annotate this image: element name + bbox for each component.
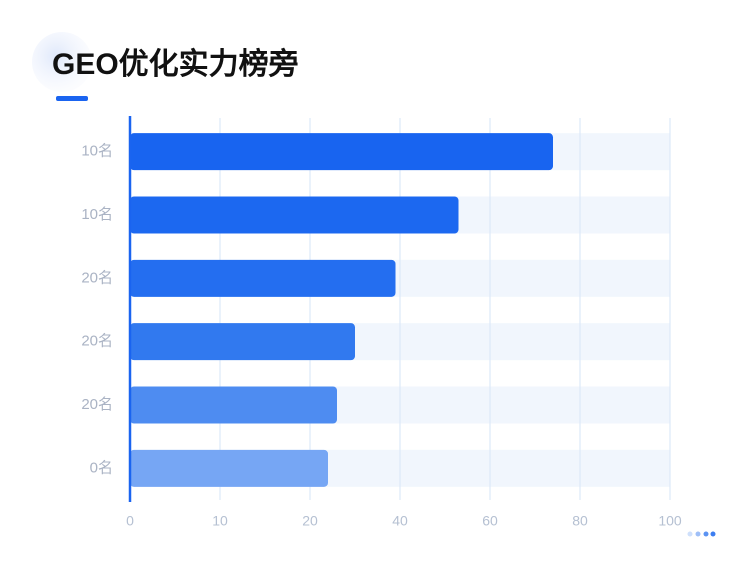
- y-tick-label: 20名: [81, 396, 113, 413]
- chart-title: GEO优化实力榜旁: [52, 47, 299, 81]
- y-tick-label: 20名: [81, 333, 113, 350]
- decor-dot: [695, 531, 701, 537]
- y-tick-label: 0名: [90, 459, 113, 476]
- x-tick-label: 40: [392, 513, 408, 529]
- bar: [130, 196, 459, 234]
- decor-dot: [703, 531, 709, 537]
- y-tick-label: 20名: [81, 269, 113, 286]
- decor-dot: [710, 531, 716, 537]
- bar: [130, 323, 355, 361]
- bar: [130, 259, 396, 297]
- decor-circle: [32, 32, 92, 92]
- x-tick-label: 100: [658, 513, 682, 529]
- bar: [130, 133, 553, 171]
- x-tick-label: 10: [212, 513, 228, 529]
- x-tick-label: 60: [482, 513, 498, 529]
- y-tick-label: 10名: [81, 206, 113, 223]
- title-underline: [56, 96, 88, 101]
- x-tick-label: 80: [572, 513, 588, 529]
- bar: [130, 386, 337, 424]
- bar: [130, 449, 328, 487]
- x-tick-label: 0: [126, 513, 134, 529]
- y-tick-label: 10名: [81, 143, 113, 160]
- x-tick-label: 20: [302, 513, 318, 529]
- decor-dot: [687, 531, 693, 537]
